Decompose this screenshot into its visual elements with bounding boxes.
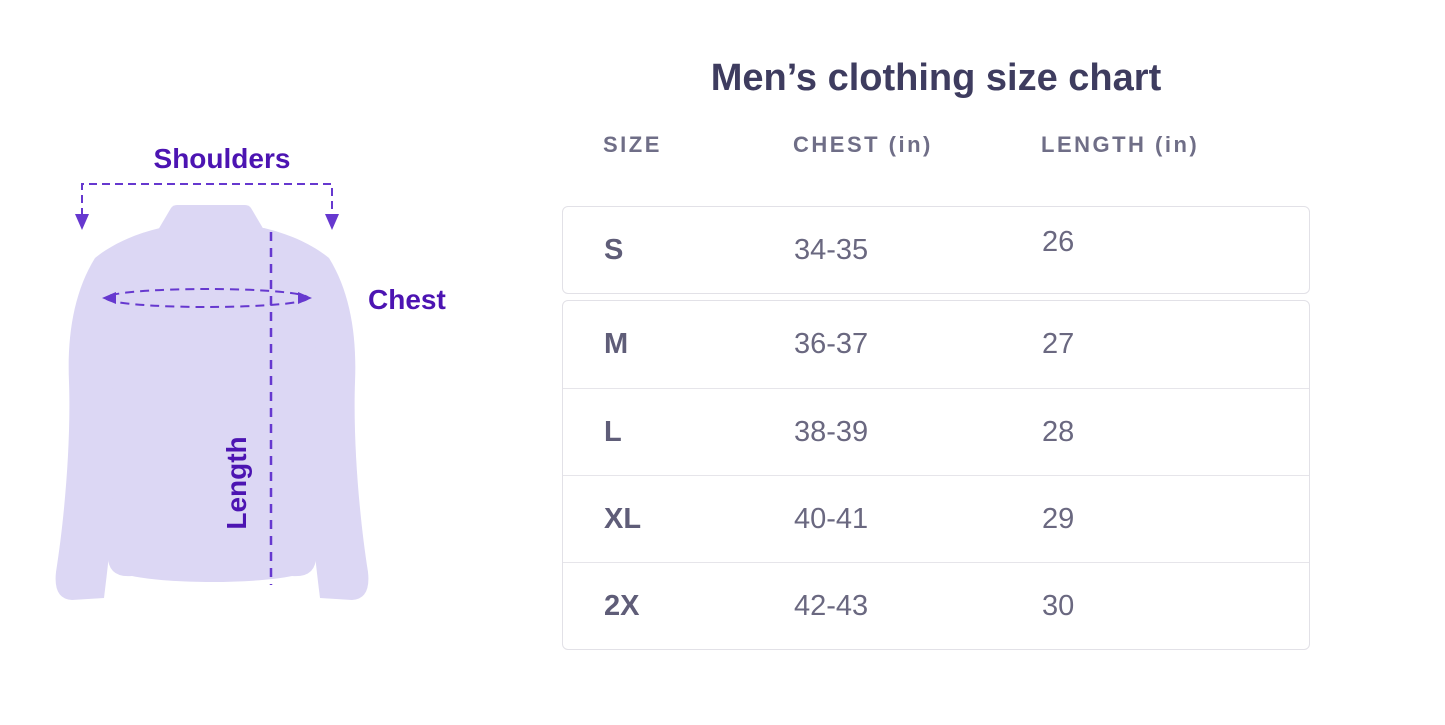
size-chart-section: Men’s clothing size chart SIZE CHEST (in… bbox=[562, 0, 1310, 650]
size-cell: XL bbox=[604, 502, 642, 535]
length-cell: 26 bbox=[1042, 225, 1075, 258]
table-row: 2X 42-43 30 bbox=[563, 562, 1309, 649]
length-cell: 30 bbox=[1042, 589, 1075, 622]
chest-arrow-right-icon bbox=[298, 292, 312, 304]
table-card-group: M 36-37 27 L 38-39 28 XL 40-41 29 2X 42-… bbox=[562, 300, 1310, 650]
shoulders-measure-bracket bbox=[81, 183, 333, 216]
chest-cell: 34-35 bbox=[794, 233, 869, 266]
column-header-size: SIZE bbox=[603, 132, 662, 157]
length-cell: 29 bbox=[1042, 502, 1075, 535]
shirt-right-sleeve bbox=[303, 258, 369, 600]
size-table: S 34-35 26 M 36-37 27 L 38-39 28 XL 40-4… bbox=[562, 206, 1310, 650]
column-header-chest: CHEST (in) bbox=[793, 132, 933, 157]
shirt-diagram-svg: Shoulders Chest Length bbox=[55, 143, 446, 600]
table-row: S 34-35 26 bbox=[563, 207, 1309, 293]
size-cell: S bbox=[604, 233, 624, 266]
size-cell: L bbox=[604, 415, 622, 448]
table-card-s: S 34-35 26 bbox=[562, 206, 1310, 294]
length-label: Length bbox=[221, 436, 252, 529]
table-header-row: SIZE CHEST (in) LENGTH (in) bbox=[562, 132, 1310, 158]
size-cell: M bbox=[604, 328, 629, 360]
shirt-left-sleeve bbox=[55, 258, 121, 600]
shirt-measurement-diagram: Shoulders Chest Length bbox=[20, 120, 480, 660]
chest-cell: 36-37 bbox=[794, 328, 869, 360]
column-header-length: LENGTH (in) bbox=[1041, 132, 1200, 157]
table-row: L 38-39 28 bbox=[563, 388, 1309, 475]
page-title: Men’s clothing size chart bbox=[710, 57, 1162, 99]
table-row: M 36-37 27 bbox=[563, 301, 1309, 388]
shirt-collar bbox=[158, 205, 264, 230]
shoulders-label: Shoulders bbox=[154, 143, 291, 174]
shoulder-arrow-left-icon bbox=[75, 214, 89, 230]
length-cell: 28 bbox=[1042, 415, 1075, 448]
table-row: XL 40-41 29 bbox=[563, 475, 1309, 562]
chest-label: Chest bbox=[368, 284, 446, 315]
size-cell: 2X bbox=[604, 589, 640, 622]
shirt-torso bbox=[95, 228, 329, 582]
shoulder-arrow-right-icon bbox=[325, 214, 339, 230]
chest-cell: 40-41 bbox=[794, 502, 869, 535]
chest-cell: 38-39 bbox=[794, 415, 869, 448]
length-cell: 27 bbox=[1042, 328, 1075, 360]
chest-cell: 42-43 bbox=[794, 589, 869, 622]
chest-arrow-left-icon bbox=[102, 292, 116, 304]
